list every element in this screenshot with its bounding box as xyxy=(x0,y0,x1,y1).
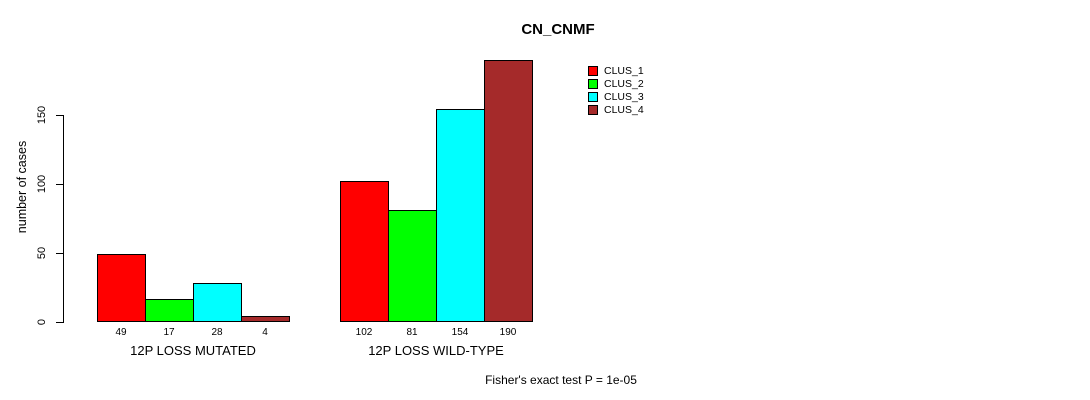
bar-value-label: 154 xyxy=(451,327,469,338)
x-category-label: 12P LOSS WILD-TYPE xyxy=(368,343,504,358)
bar-value-label: 190 xyxy=(499,327,517,338)
y-tick-label: 50 xyxy=(36,246,48,260)
legend-label: CLUS_1 xyxy=(604,64,644,77)
legend-swatch xyxy=(588,91,598,102)
legend-label: CLUS_4 xyxy=(604,103,644,116)
bar-value-label: 81 xyxy=(406,327,418,338)
y-tick-mark xyxy=(56,115,63,116)
chart-title: CN_CNMF xyxy=(521,21,595,38)
legend: CLUS_1 CLUS_2 CLUS_3 CLUS_4 xyxy=(588,64,644,116)
legend-label: CLUS_3 xyxy=(604,90,644,103)
fisher-test-annotation: Fisher's exact test P = 1e-05 xyxy=(485,373,637,387)
bar xyxy=(484,59,533,322)
legend-item: CLUS_1 xyxy=(588,64,644,77)
bar xyxy=(97,254,146,322)
bar xyxy=(436,109,485,322)
y-axis-line xyxy=(63,115,64,323)
y-tick-label: 100 xyxy=(36,174,48,194)
y-tick-mark xyxy=(56,253,63,254)
legend-item: CLUS_4 xyxy=(588,103,644,116)
bar-value-label: 102 xyxy=(355,327,373,338)
bar xyxy=(340,181,389,322)
y-tick-label: 150 xyxy=(36,105,48,125)
bar xyxy=(388,210,437,322)
bar-value-label: 49 xyxy=(115,327,127,338)
bar-value-label: 4 xyxy=(262,327,268,338)
y-tick-mark xyxy=(56,322,63,323)
legend-item: CLUS_2 xyxy=(588,77,644,90)
bar xyxy=(145,298,194,322)
legend-swatch xyxy=(588,104,598,115)
legend-swatch xyxy=(588,65,598,76)
x-category-label: 12P LOSS MUTATED xyxy=(130,343,256,358)
bar xyxy=(193,283,242,322)
bar xyxy=(241,316,290,322)
legend-item: CLUS_3 xyxy=(588,90,644,103)
bar-value-label: 28 xyxy=(211,327,223,338)
bar-value-label: 17 xyxy=(163,327,175,338)
y-tick-label: 0 xyxy=(36,318,48,326)
y-tick-mark xyxy=(56,184,63,185)
y-axis-label: number of cases xyxy=(15,140,29,234)
legend-label: CLUS_2 xyxy=(604,77,644,90)
legend-swatch xyxy=(588,78,598,89)
